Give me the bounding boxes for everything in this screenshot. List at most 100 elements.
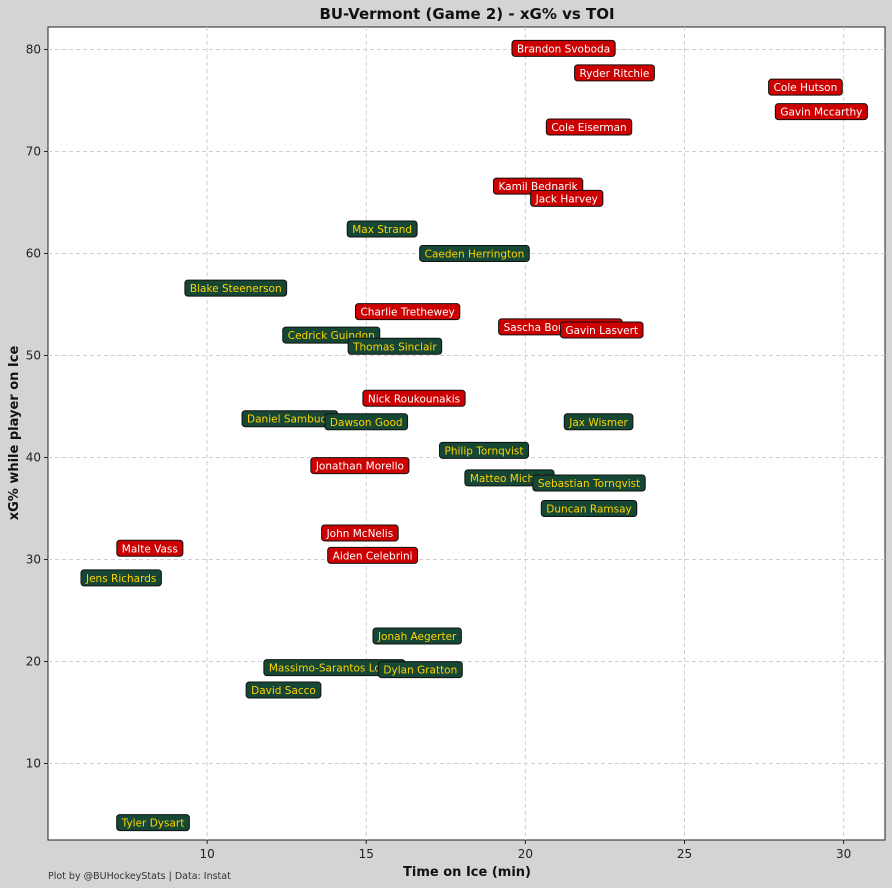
player-point: Matteo Michels bbox=[464, 469, 555, 487]
player-label: Jonathan Morello bbox=[315, 461, 404, 473]
y-tick-label: 50 bbox=[26, 348, 41, 362]
player-label-box bbox=[321, 524, 399, 542]
y-axis-ticks: 10 20 30 40 50 60 70 80 bbox=[26, 42, 48, 770]
player-point: Nick Roukounakis bbox=[362, 389, 466, 407]
player-label: Jonah Aegerter bbox=[377, 631, 457, 643]
player-label: Brandon Svoboda bbox=[517, 43, 610, 55]
player-label-box bbox=[324, 413, 409, 431]
player-label-box bbox=[184, 279, 288, 297]
player-label: Gavin Lasvert bbox=[565, 325, 638, 337]
player-label: Aiden Celebrini bbox=[333, 550, 413, 562]
player-label-box bbox=[419, 244, 530, 262]
player-label: Jax Wismer bbox=[568, 417, 628, 429]
player-label: Ryder Ritchie bbox=[580, 68, 650, 80]
player-label: Caeden Herrington bbox=[425, 248, 525, 260]
player-point: Caeden Herrington bbox=[419, 244, 530, 262]
player-label-box bbox=[511, 39, 616, 57]
player-point: Dylan Gratton bbox=[377, 661, 463, 679]
plot-area bbox=[47, 26, 886, 841]
player-label-box bbox=[774, 103, 868, 121]
player-point: Tyler Dysart bbox=[116, 814, 190, 832]
player-label: John McNelis bbox=[326, 528, 394, 540]
player-label: Blake Steenerson bbox=[190, 283, 282, 295]
player-label-box bbox=[116, 814, 190, 832]
player-point: Thomas Sinclair bbox=[347, 337, 443, 355]
y-axis-label: xG% while player on Ice bbox=[7, 346, 22, 521]
player-label-box bbox=[574, 64, 655, 82]
player-label: Massimo-Sarantos Lontis bbox=[269, 663, 400, 675]
player-point: Charlie Trethewey bbox=[354, 303, 461, 321]
x-tick-label: 30 bbox=[836, 847, 851, 861]
player-label: Tyler Dysart bbox=[121, 818, 185, 830]
player-label: Dawson Good bbox=[330, 417, 403, 429]
player-label: Duncan Ramsay bbox=[546, 503, 631, 515]
player-label: Daniel Sambuco bbox=[247, 414, 333, 426]
player-label: Max Strand bbox=[352, 224, 412, 236]
player-label: Cole Hutson bbox=[774, 82, 838, 94]
player-point: Gavin Mccarthy bbox=[774, 103, 868, 121]
player-point: Cedrick Guindon bbox=[282, 326, 381, 344]
x-axis-label: Time on Ice (min) bbox=[403, 865, 531, 880]
y-tick-label: 30 bbox=[26, 552, 41, 566]
player-point: Jax Wismer bbox=[563, 413, 634, 431]
player-label-box bbox=[559, 321, 644, 339]
player-point: Cole Eiserman bbox=[545, 118, 633, 136]
player-label: Gavin Mccarthy bbox=[780, 107, 862, 119]
grid-lines bbox=[48, 27, 885, 840]
player-label-box bbox=[80, 569, 162, 587]
player-point: Max Strand bbox=[346, 220, 418, 238]
player-point: Massimo-Sarantos Lontis bbox=[263, 659, 406, 677]
player-label: Thomas Sinclair bbox=[352, 341, 437, 353]
player-label: Dylan Gratton bbox=[383, 665, 457, 677]
player-label: Charlie Trethewey bbox=[360, 307, 454, 319]
player-label-box bbox=[346, 220, 418, 238]
player-point: Jens Richards bbox=[80, 569, 162, 587]
player-label-box bbox=[563, 413, 634, 431]
player-label-box bbox=[768, 78, 843, 96]
player-label-box bbox=[377, 661, 463, 679]
y-tick-label: 20 bbox=[26, 654, 41, 668]
player-point: Jack Harvey bbox=[530, 189, 604, 207]
player-label-box bbox=[545, 118, 633, 136]
y-tick-label: 60 bbox=[26, 246, 41, 260]
player-label: Philip Tornqvist bbox=[445, 445, 524, 457]
player-point: Daniel Sambuco bbox=[241, 410, 339, 428]
x-tick-label: 20 bbox=[518, 847, 533, 861]
player-point: Aiden Celebrini bbox=[327, 546, 419, 564]
player-point: Jonathan Morello bbox=[310, 457, 410, 475]
caption: Plot by @BUHockeyStats | Data: Instat bbox=[48, 871, 231, 882]
player-label-box bbox=[362, 389, 466, 407]
player-label: David Sacco bbox=[251, 685, 316, 697]
player-label-box bbox=[439, 441, 529, 459]
player-label-box bbox=[372, 627, 462, 645]
player-points: Brandon Svoboda Ryder Ritchie Cole Hutson G… bbox=[80, 39, 868, 832]
y-tick-label: 10 bbox=[26, 756, 41, 770]
player-point: David Sacco bbox=[245, 681, 322, 699]
x-tick-label: 15 bbox=[359, 847, 374, 861]
player-label: Malte Vass bbox=[122, 543, 178, 555]
player-label-box bbox=[245, 681, 322, 699]
player-label-box bbox=[116, 539, 184, 557]
x-tick-label: 25 bbox=[677, 847, 692, 861]
player-point: Cole Hutson bbox=[768, 78, 843, 96]
player-label-box bbox=[354, 303, 461, 321]
player-point: Ryder Ritchie bbox=[574, 64, 655, 82]
player-label: Matteo Michels bbox=[470, 473, 549, 485]
player-label: Nick Roukounakis bbox=[368, 393, 460, 405]
player-label-box bbox=[310, 457, 410, 475]
player-point: Philip Tornqvist bbox=[439, 441, 529, 459]
player-label-box bbox=[540, 499, 638, 517]
player-label-box bbox=[327, 546, 419, 564]
player-label: Cole Eiserman bbox=[551, 122, 626, 134]
player-label-box bbox=[532, 474, 646, 492]
y-tick-label: 70 bbox=[26, 144, 41, 158]
y-tick-label: 80 bbox=[26, 42, 41, 56]
player-label: Jens Richards bbox=[85, 573, 156, 585]
player-point: Dawson Good bbox=[324, 413, 409, 431]
chart-title: BU-Vermont (Game 2) - xG% vs TOI bbox=[319, 5, 614, 23]
player-point: Malte Vass bbox=[116, 539, 184, 557]
player-label: Sebastian Tornqvist bbox=[538, 478, 640, 490]
player-point: Jonah Aegerter bbox=[372, 627, 462, 645]
player-point: Blake Steenerson bbox=[184, 279, 288, 297]
player-label-box bbox=[530, 189, 604, 207]
